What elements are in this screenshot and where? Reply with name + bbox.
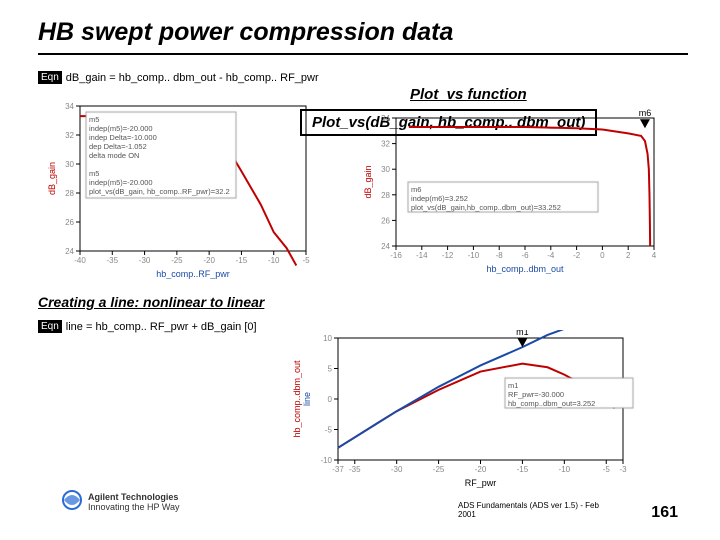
svg-text:-10: -10 [268, 256, 280, 265]
svg-text:30: 30 [381, 165, 390, 174]
eqn-badge: Eqn [38, 320, 62, 333]
svg-text:indep(m6)=3.252: indep(m6)=3.252 [411, 194, 468, 203]
svg-text:28: 28 [65, 189, 74, 198]
svg-text:34: 34 [65, 102, 74, 111]
svg-text:-20: -20 [203, 256, 215, 265]
svg-text:-14: -14 [416, 251, 428, 260]
eqn-text: line = hb_comp.. RF_pwr + dB_gain [0] [66, 321, 257, 333]
svg-text:26: 26 [381, 216, 390, 225]
svg-text:0: 0 [600, 251, 605, 260]
svg-text:-12: -12 [442, 251, 454, 260]
slide-footer: Agilent Technologies Innovating the HP W… [58, 486, 678, 522]
svg-text:m5: m5 [89, 115, 99, 124]
svg-text:RF_pwr=-30.000: RF_pwr=-30.000 [508, 390, 564, 399]
svg-text:dB_gain: dB_gain [47, 162, 57, 195]
svg-text:0: 0 [328, 395, 333, 404]
svg-text:m1: m1 [508, 381, 518, 390]
svg-text:-10: -10 [320, 456, 332, 465]
svg-text:-25: -25 [171, 256, 183, 265]
svg-text:-15: -15 [517, 465, 529, 474]
svg-text:26: 26 [65, 218, 74, 227]
svg-text:m5: m5 [89, 169, 99, 178]
eqn-text: dB_gain = hb_comp.. dbm_out - hb_comp.. … [66, 72, 319, 84]
svg-text:-35: -35 [107, 256, 119, 265]
svg-text:indep(m5)=-20.000: indep(m5)=-20.000 [89, 124, 153, 133]
page-number: 161 [651, 504, 678, 522]
svg-text:5: 5 [328, 365, 333, 374]
svg-text:hb_comp..dbm_out=3.252: hb_comp..dbm_out=3.252 [508, 399, 595, 408]
svg-text:32: 32 [381, 140, 390, 149]
svg-text:-10: -10 [559, 465, 571, 474]
svg-text:-4: -4 [547, 251, 555, 260]
eqn-badge: Eqn [38, 71, 62, 84]
svg-text:indep(m5)=-20.000: indep(m5)=-20.000 [89, 178, 153, 187]
svg-text:24: 24 [65, 247, 74, 256]
svg-text:hb_comp..dbm_out: hb_comp..dbm_out [486, 264, 564, 274]
svg-text:-30: -30 [139, 256, 151, 265]
svg-text:4: 4 [652, 251, 657, 260]
svg-text:-3: -3 [619, 465, 627, 474]
svg-text:hb_comp..dbm_out: hb_comp..dbm_out [292, 360, 302, 438]
logo-tagline: Innovating the HP Way [88, 502, 180, 512]
svg-text:m6: m6 [411, 185, 421, 194]
svg-text:-5: -5 [302, 256, 310, 265]
svg-text:-40: -40 [74, 256, 86, 265]
equation-1: Eqn dB_gain = hb_comp.. dbm_out - hb_com… [38, 71, 319, 84]
svg-text:-16: -16 [390, 251, 402, 260]
equation-2: Eqn line = hb_comp.. RF_pwr + dB_gain [0… [38, 320, 257, 333]
svg-text:-30: -30 [391, 465, 403, 474]
svg-text:34: 34 [381, 114, 390, 123]
svg-text:delta mode ON: delta mode ON [89, 151, 139, 160]
svg-text:-5: -5 [603, 465, 611, 474]
creating-line-label: Creating a line: nonlinear to linear [38, 294, 688, 310]
svg-text:m1: m1 [516, 330, 529, 337]
logo-name: Agilent Technologies [88, 492, 178, 502]
svg-text:-6: -6 [521, 251, 529, 260]
svg-text:-2: -2 [573, 251, 581, 260]
svg-text:2: 2 [626, 251, 631, 260]
slide-page: HB swept power compression data Eqn dB_g… [0, 0, 720, 540]
svg-text:-10: -10 [468, 251, 480, 260]
svg-text:-15: -15 [236, 256, 248, 265]
svg-text:-25: -25 [433, 465, 445, 474]
chart-line-vs-rfpwr: -37-35-30-25-20-15-10-5-3-10-50510linehb… [270, 330, 655, 495]
svg-text:m6: m6 [639, 108, 652, 118]
svg-text:indep Delta=-10.000: indep Delta=-10.000 [89, 133, 157, 142]
page-title: HB swept power compression data [38, 18, 688, 47]
footer-text: ADS Fundamentals (ADS ver 1.5) - Feb 200… [458, 501, 618, 520]
svg-text:24: 24 [381, 242, 390, 251]
svg-text:plot_vs(dB_gain,hb_comp..dbm_o: plot_vs(dB_gain,hb_comp..dbm_out)=33.252 [411, 203, 561, 212]
svg-text:-5: -5 [325, 426, 333, 435]
agilent-logo: Agilent Technologies Innovating the HP W… [58, 486, 208, 522]
chart-db-gain-vs-rfpwr: -40 -35 -30 -25 -20 -15 -10 -5 24 26 28 30 32 34 dB_ga… [38, 98, 328, 283]
charts-row: -40-35-30-25-20-15-10-5242628303234dB_ga… [38, 98, 688, 288]
svg-text:dep Delta=-1.052: dep Delta=-1.052 [89, 142, 147, 151]
svg-text:-37: -37 [332, 465, 344, 474]
svg-text:line: line [302, 392, 312, 406]
svg-text:plot_vs(dB_gain, hb_comp..RF_p: plot_vs(dB_gain, hb_comp..RF_pwr)=32.2 [89, 187, 230, 196]
svg-text:28: 28 [381, 191, 390, 200]
svg-text:dB_gain: dB_gain [363, 165, 373, 198]
svg-text:32: 32 [65, 131, 74, 140]
svg-text:-8: -8 [496, 251, 504, 260]
svg-text:10: 10 [323, 334, 332, 343]
chart-db-gain-vs-dbmout: -16-14-12-10-8-6-4-2024242628303234dB_ga… [348, 106, 678, 286]
svg-text:hb_comp..RF_pwr: hb_comp..RF_pwr [156, 269, 230, 279]
svg-text:30: 30 [65, 160, 74, 169]
svg-text:-20: -20 [475, 465, 487, 474]
svg-text:-35: -35 [349, 465, 361, 474]
title-rule [38, 53, 688, 55]
